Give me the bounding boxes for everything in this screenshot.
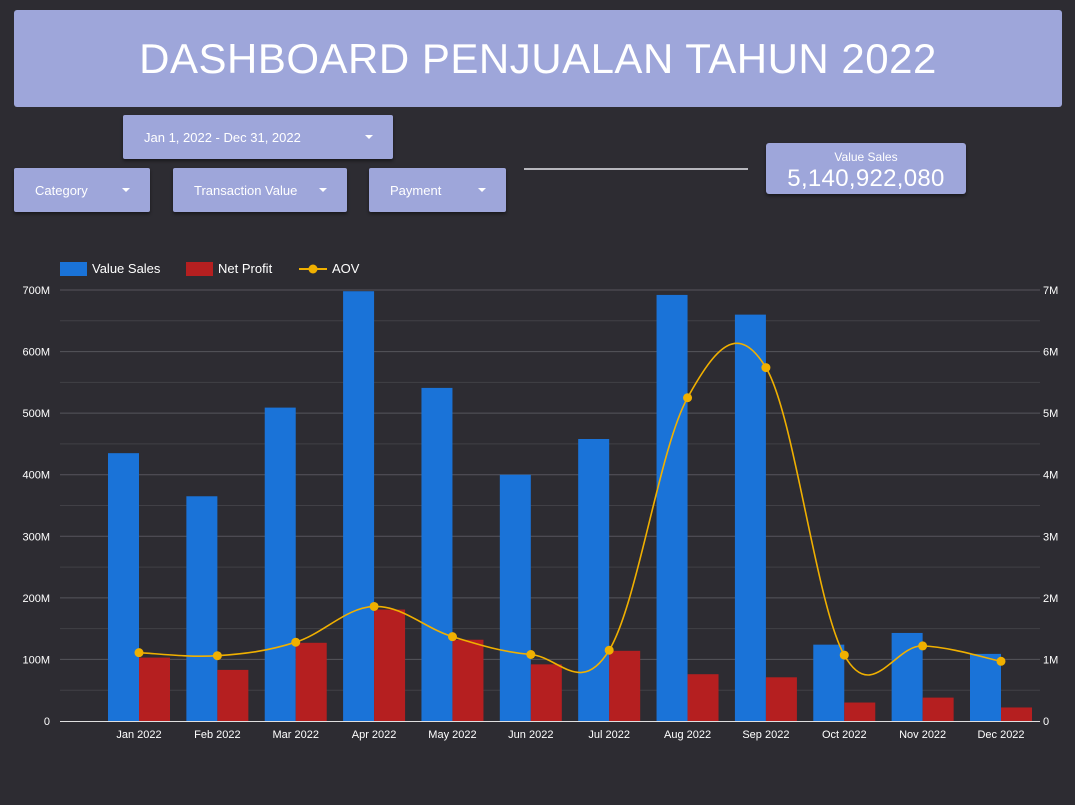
y2-axis-tick-label: 0: [1043, 716, 1049, 728]
net-profit-bar: [609, 650, 641, 721]
x-axis-tick-label: Sep 2022: [742, 729, 789, 741]
y-axis-tick-label: 500M: [22, 408, 50, 420]
aov-point: [212, 651, 222, 661]
aov-point: [291, 637, 301, 647]
dashboard-header: DASHBOARD PENJUALAN TAHUN 2022: [14, 10, 1062, 107]
category-filter-label: Category: [35, 182, 88, 198]
x-axis-tick-label: May 2022: [428, 729, 476, 741]
x-axis-tick-label: Apr 2022: [352, 729, 397, 741]
x-axis-tick-label: Nov 2022: [899, 729, 946, 741]
x-axis-tick-label: Feb 2022: [194, 729, 240, 741]
x-axis-tick-label: Dec 2022: [977, 729, 1024, 741]
scorecard-value: 5,140,922,080: [787, 165, 945, 192]
category-filter[interactable]: Category: [14, 168, 150, 212]
chevron-down-icon: [122, 188, 130, 192]
y2-axis-tick-label: 1M: [1043, 654, 1058, 666]
y2-axis-tick-label: 2M: [1043, 593, 1058, 605]
legend-label-aov: AOV: [332, 261, 360, 276]
y2-axis-tick-label: 4M: [1043, 470, 1058, 482]
legend-swatch-aov-point: [308, 264, 318, 274]
chevron-down-icon: [365, 135, 373, 139]
net-profit-bar: [844, 702, 876, 721]
value-sales-bar: [891, 632, 923, 721]
divider-line: [524, 168, 748, 170]
value-sales-bar: [421, 387, 453, 721]
y2-axis-tick-label: 6M: [1043, 347, 1058, 359]
legend-label-value-sales: Value Sales: [92, 261, 161, 276]
y2-axis-tick-label: 5M: [1043, 408, 1058, 420]
x-axis-tick-label: Mar 2022: [272, 729, 318, 741]
value-sales-bar: [656, 294, 688, 721]
net-profit-bar: [139, 657, 170, 721]
x-axis-tick-label: Jun 2022: [508, 729, 553, 741]
value-sales-bar: [186, 496, 218, 721]
net-profit-bar: [765, 677, 797, 721]
y-axis-tick-label: 600M: [22, 347, 50, 359]
net-profit-bar: [922, 697, 954, 721]
chevron-down-icon: [319, 188, 327, 192]
net-profit-bar: [217, 669, 249, 721]
transaction-value-filter-label: Transaction Value: [194, 182, 298, 198]
aov-point: [369, 601, 379, 611]
aov-point: [839, 650, 849, 660]
y-axis-tick-label: 400M: [22, 470, 50, 482]
value-sales-scorecard: Value Sales 5,140,922,080: [766, 143, 966, 194]
value-sales-bar: [734, 314, 766, 721]
page-title: DASHBOARD PENJUALAN TAHUN 2022: [139, 34, 937, 82]
payment-filter[interactable]: Payment: [369, 168, 506, 212]
net-profit-bar: [687, 674, 719, 721]
value-sales-bar: [578, 439, 610, 721]
x-axis-tick-label: Jul 2022: [588, 729, 630, 741]
value-sales-bar: [499, 474, 531, 721]
net-profit-bar: [374, 609, 406, 721]
date-range-picker[interactable]: Jan 1, 2022 - Dec 31, 2022: [123, 115, 393, 159]
legend-label-net-profit: Net Profit: [218, 261, 273, 276]
value-sales-bar: [970, 653, 1001, 721]
value-sales-bar: [813, 644, 845, 721]
aov-point: [447, 632, 457, 642]
y-axis-tick-label: 200M: [22, 593, 50, 605]
scorecard-label: Value Sales: [834, 150, 898, 164]
aov-point: [761, 363, 771, 373]
y-axis-tick-label: 700M: [22, 285, 50, 297]
x-axis-tick-label: Jan 2022: [116, 729, 161, 741]
y-axis-tick-label: 300M: [22, 531, 50, 543]
net-profit-bar: [295, 642, 327, 721]
transaction-value-filter[interactable]: Transaction Value: [173, 168, 347, 212]
aov-point: [526, 650, 536, 660]
aov-point: [683, 393, 693, 403]
legend-swatch-net-profit: [186, 262, 213, 276]
chevron-down-icon: [478, 188, 486, 192]
aov-point: [134, 648, 144, 658]
x-axis-tick-label: Oct 2022: [822, 729, 867, 741]
aov-point: [996, 656, 1006, 666]
y2-axis-tick-label: 7M: [1043, 285, 1058, 297]
net-profit-bar: [530, 664, 562, 721]
payment-filter-label: Payment: [390, 182, 442, 198]
y-axis-tick-label: 0: [44, 716, 50, 728]
combo-chart: 0 100M 200M 300M 400M 500M 600M 700M 0 1M 2M 3M 4M 5M…: [22, 261, 1058, 741]
net-profit-bar: [1001, 707, 1032, 721]
y-axis-tick-label: 100M: [22, 654, 50, 666]
legend-swatch-value-sales: [60, 262, 87, 276]
x-axis-tick-label: Aug 2022: [664, 729, 711, 741]
value-sales-bar: [264, 407, 296, 721]
aov-point: [604, 645, 614, 655]
date-range-label: Jan 1, 2022 - Dec 31, 2022: [144, 129, 301, 145]
net-profit-bar: [452, 639, 484, 721]
aov-point: [918, 641, 928, 651]
value-sales-bar: [108, 453, 139, 721]
y2-axis-tick-label: 3M: [1043, 531, 1058, 543]
value-sales-bar: [343, 291, 375, 721]
